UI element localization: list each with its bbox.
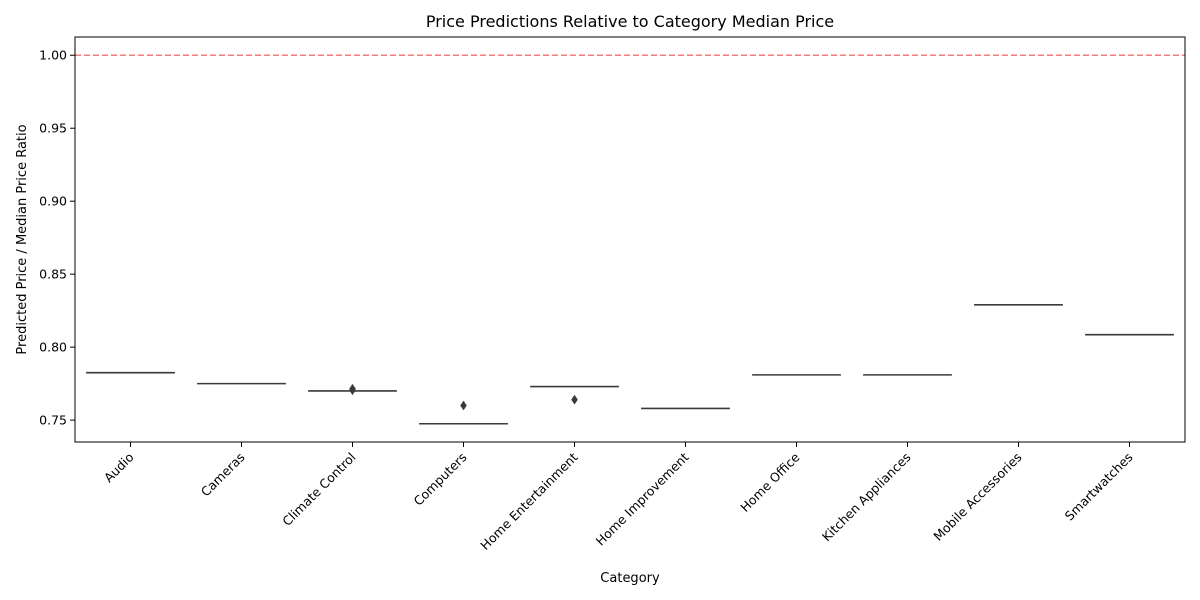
y-axis-label: Predicted Price / Median Price Ratio <box>15 124 30 354</box>
y-tick-label: 1.00 <box>39 48 67 63</box>
y-tick-label: 0.95 <box>39 121 67 136</box>
plot-frame <box>74 36 1186 443</box>
outlier-point-climate-control <box>349 383 356 394</box>
outlier-point-home-entertainment <box>571 394 578 405</box>
x-axis-label: Category <box>600 571 660 586</box>
plot-area <box>75 54 1185 425</box>
chart-title: Price Predictions Relative to Category M… <box>426 12 834 31</box>
y-tick-label: 0.85 <box>39 267 67 282</box>
outlier-point-computers <box>460 400 467 411</box>
y-tick-label: 0.75 <box>39 413 67 428</box>
y-tick-label: 0.80 <box>39 340 67 355</box>
y-tick-label: 0.90 <box>39 194 67 209</box>
